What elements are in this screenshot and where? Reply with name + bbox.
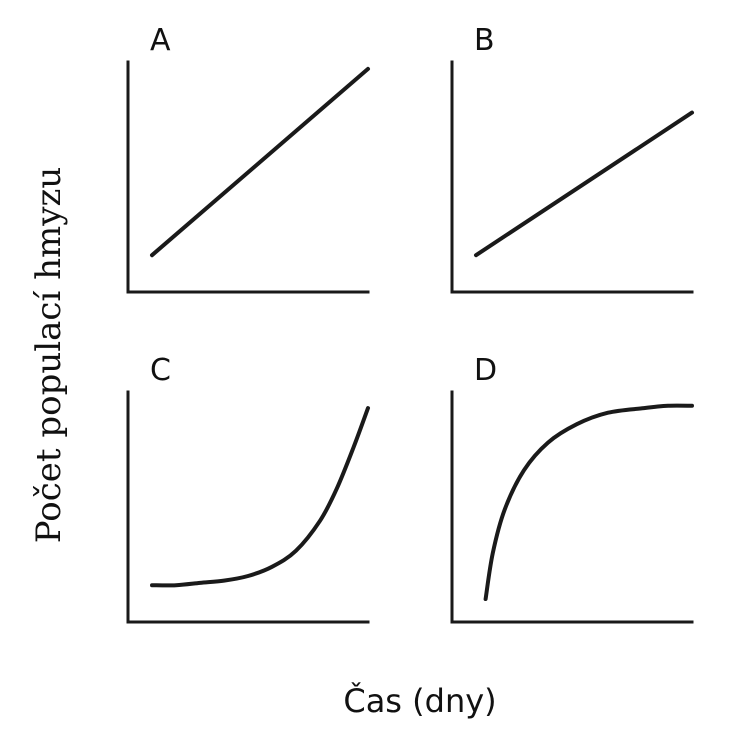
panel-a-series-line-0 — [150, 66, 370, 258]
panel-a: A — [126, 23, 370, 294]
panel-a-label: A — [150, 23, 171, 58]
panel-c: C — [126, 353, 370, 624]
panel-d-label: D — [474, 353, 497, 388]
panel-c-label: C — [150, 353, 171, 388]
panel-b: B — [450, 23, 694, 294]
panel-d-series-line-0 — [483, 403, 694, 601]
panels: A B C D — [126, 23, 694, 624]
panel-c-series-line-0 — [150, 406, 370, 588]
y-axis-label: Počet populací hmyzu — [29, 167, 69, 544]
x-axis-label: Čas (dny) — [343, 681, 496, 720]
panel-d: D — [450, 353, 694, 624]
panel-b-label: B — [474, 23, 495, 58]
panel-b-series-line-0 — [474, 110, 694, 258]
